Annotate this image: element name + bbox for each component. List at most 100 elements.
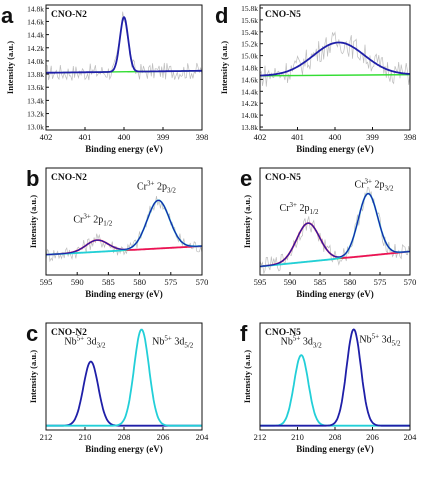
panel-c: 212 210 208 206 204 Binding energy (eV) Intens… [26,321,209,454]
x-tick-label: 401 [79,132,92,142]
panel-letter: e [240,166,252,191]
x-tick-label: 590 [284,277,297,287]
panel-a: 402 401 400 399 398 13.0k 13.2k 13.4k 13.6k 13.8k… [1,3,209,154]
y-tick-label: 14.8k [241,64,258,73]
background-line [259,73,411,77]
peak-fit-1 [259,41,411,77]
peak-label: Cr3+ 2p1/2 [280,201,319,216]
y-tick-label: 13.6k [27,83,44,92]
raw-data-line [259,31,411,87]
x-tick-label: 210 [291,432,304,442]
panel-e: 595 590 585 580 575 570 Binding energy (eV) Int… [240,166,416,299]
x-tick-label: 212 [254,432,267,442]
x-axis-title: Binding energy (eV) [85,144,163,154]
y-tick-label: 14.0k [27,57,44,66]
panel-title: CNO-N5 [265,328,301,338]
y-axis-title: Intensity (a.u.) [28,195,38,248]
x-tick-label: 210 [79,432,92,442]
x-tick-label: 570 [404,277,417,287]
y-tick-label: 13.8k [241,123,258,132]
peak-fit-1 [46,15,202,74]
peak-fit-2 [260,328,410,427]
panel-title: CNO-N5 [265,173,301,183]
y-axis-title: Intensity (a.u.) [5,41,15,94]
y-tick-label: 15.0k [241,52,258,61]
y-tick-label: 14.6k [241,75,258,84]
x-tick-label: 580 [133,277,146,287]
x-axis-title: Binding energy (eV) [296,289,374,299]
panel-f: 212 210 208 206 204 Binding energy (eV) Intens… [240,321,417,454]
panel-letter: a [1,3,14,28]
peak-fit-1 [260,354,410,427]
y-tick-label: 14.8k [27,4,44,13]
axes-frame [45,167,203,276]
x-axis-title: Binding energy (eV) [296,444,374,454]
x-tick-label: 208 [118,432,131,442]
x-tick-label: 402 [40,132,53,142]
y-tick-label: 14.6k [27,17,44,26]
panel-d: 402 401 400 399 398 13.8k 14.0k 14.2k 14.4k 14.6k… [215,3,416,154]
x-axis-title: Binding energy (eV) [85,289,163,299]
x-tick-label: 398 [196,132,209,142]
envelope-line [45,199,202,256]
x-tick-label: 399 [157,132,170,142]
x-tick-label: 401 [291,132,304,142]
y-tick-label: 15.8k [241,4,258,13]
panel-b: 595 590 585 580 575 570 Binding energy (eV) Int… [26,166,208,299]
panel-title: CNO-N5 [265,10,301,20]
x-tick-label: 212 [40,432,53,442]
y-tick-label: 14.0k [241,111,258,120]
y-tick-label: 15.4k [241,28,258,37]
y-tick-label: 14.2k [241,99,258,108]
y-tick-label: 13.2k [27,110,44,119]
x-tick-label: 400 [329,132,342,142]
panel-letter: f [240,321,248,346]
peak-fit-2 [46,328,202,427]
y-tick-label: 14.4k [241,87,258,96]
y-axis-title: Intensity (a.u.) [242,350,252,403]
y-tick-label: 13.0k [27,123,44,132]
peak-label: Nb5+ 3d3/2 [281,334,323,349]
peak-label: Cr3+ 2p1/2 [73,213,112,228]
panel-letter: c [26,321,38,346]
x-tick-label: 208 [329,432,342,442]
y-tick-label: 13.4k [27,96,44,105]
y-tick-label: 15.6k [241,16,258,25]
x-tick-label: 585 [314,277,327,287]
peak-fit-1 [46,360,202,427]
axes-frame [259,167,411,276]
peak-label: Cr3+ 2p3/2 [137,179,176,194]
panel-title: CNO-N2 [51,173,87,183]
peak-label: Cr3+ 2p3/2 [355,177,394,192]
x-tick-label: 206 [366,432,379,442]
panel-letter: b [26,166,39,191]
panel-title: CNO-N2 [51,10,87,20]
x-tick-label: 570 [196,277,209,287]
raw-data-line [45,11,203,81]
x-tick-label: 204 [404,432,418,442]
x-axis-title: Binding energy (eV) [296,144,374,154]
y-tick-label: 15.2k [241,40,258,49]
x-tick-label: 580 [344,277,357,287]
envelope-line [260,192,410,267]
x-tick-label: 595 [254,277,267,287]
y-axis-title: Intensity (a.u.) [28,350,38,403]
peak-label: Nb5+ 3d5/2 [152,334,194,349]
x-tick-label: 585 [102,277,115,287]
x-tick-label: 595 [40,277,53,287]
axes-frame [259,4,411,131]
y-axis-title: Intensity (a.u.) [219,41,229,94]
x-tick-label: 204 [196,432,210,442]
axes-frame [45,4,203,131]
y-axis-title: Intensity (a.u.) [242,195,252,248]
y-tick-label: 14.2k [27,44,44,53]
peak-label: Nb5+ 3d3/2 [64,334,106,349]
panel-letter: d [215,3,228,28]
raw-data-line [45,196,203,263]
x-axis-title: Binding energy (eV) [85,444,163,454]
peak-label: Nb5+ 3d5/2 [359,332,401,347]
x-tick-label: 575 [164,277,177,287]
x-tick-label: 402 [254,132,267,142]
panel-title: CNO-N2 [51,328,87,338]
